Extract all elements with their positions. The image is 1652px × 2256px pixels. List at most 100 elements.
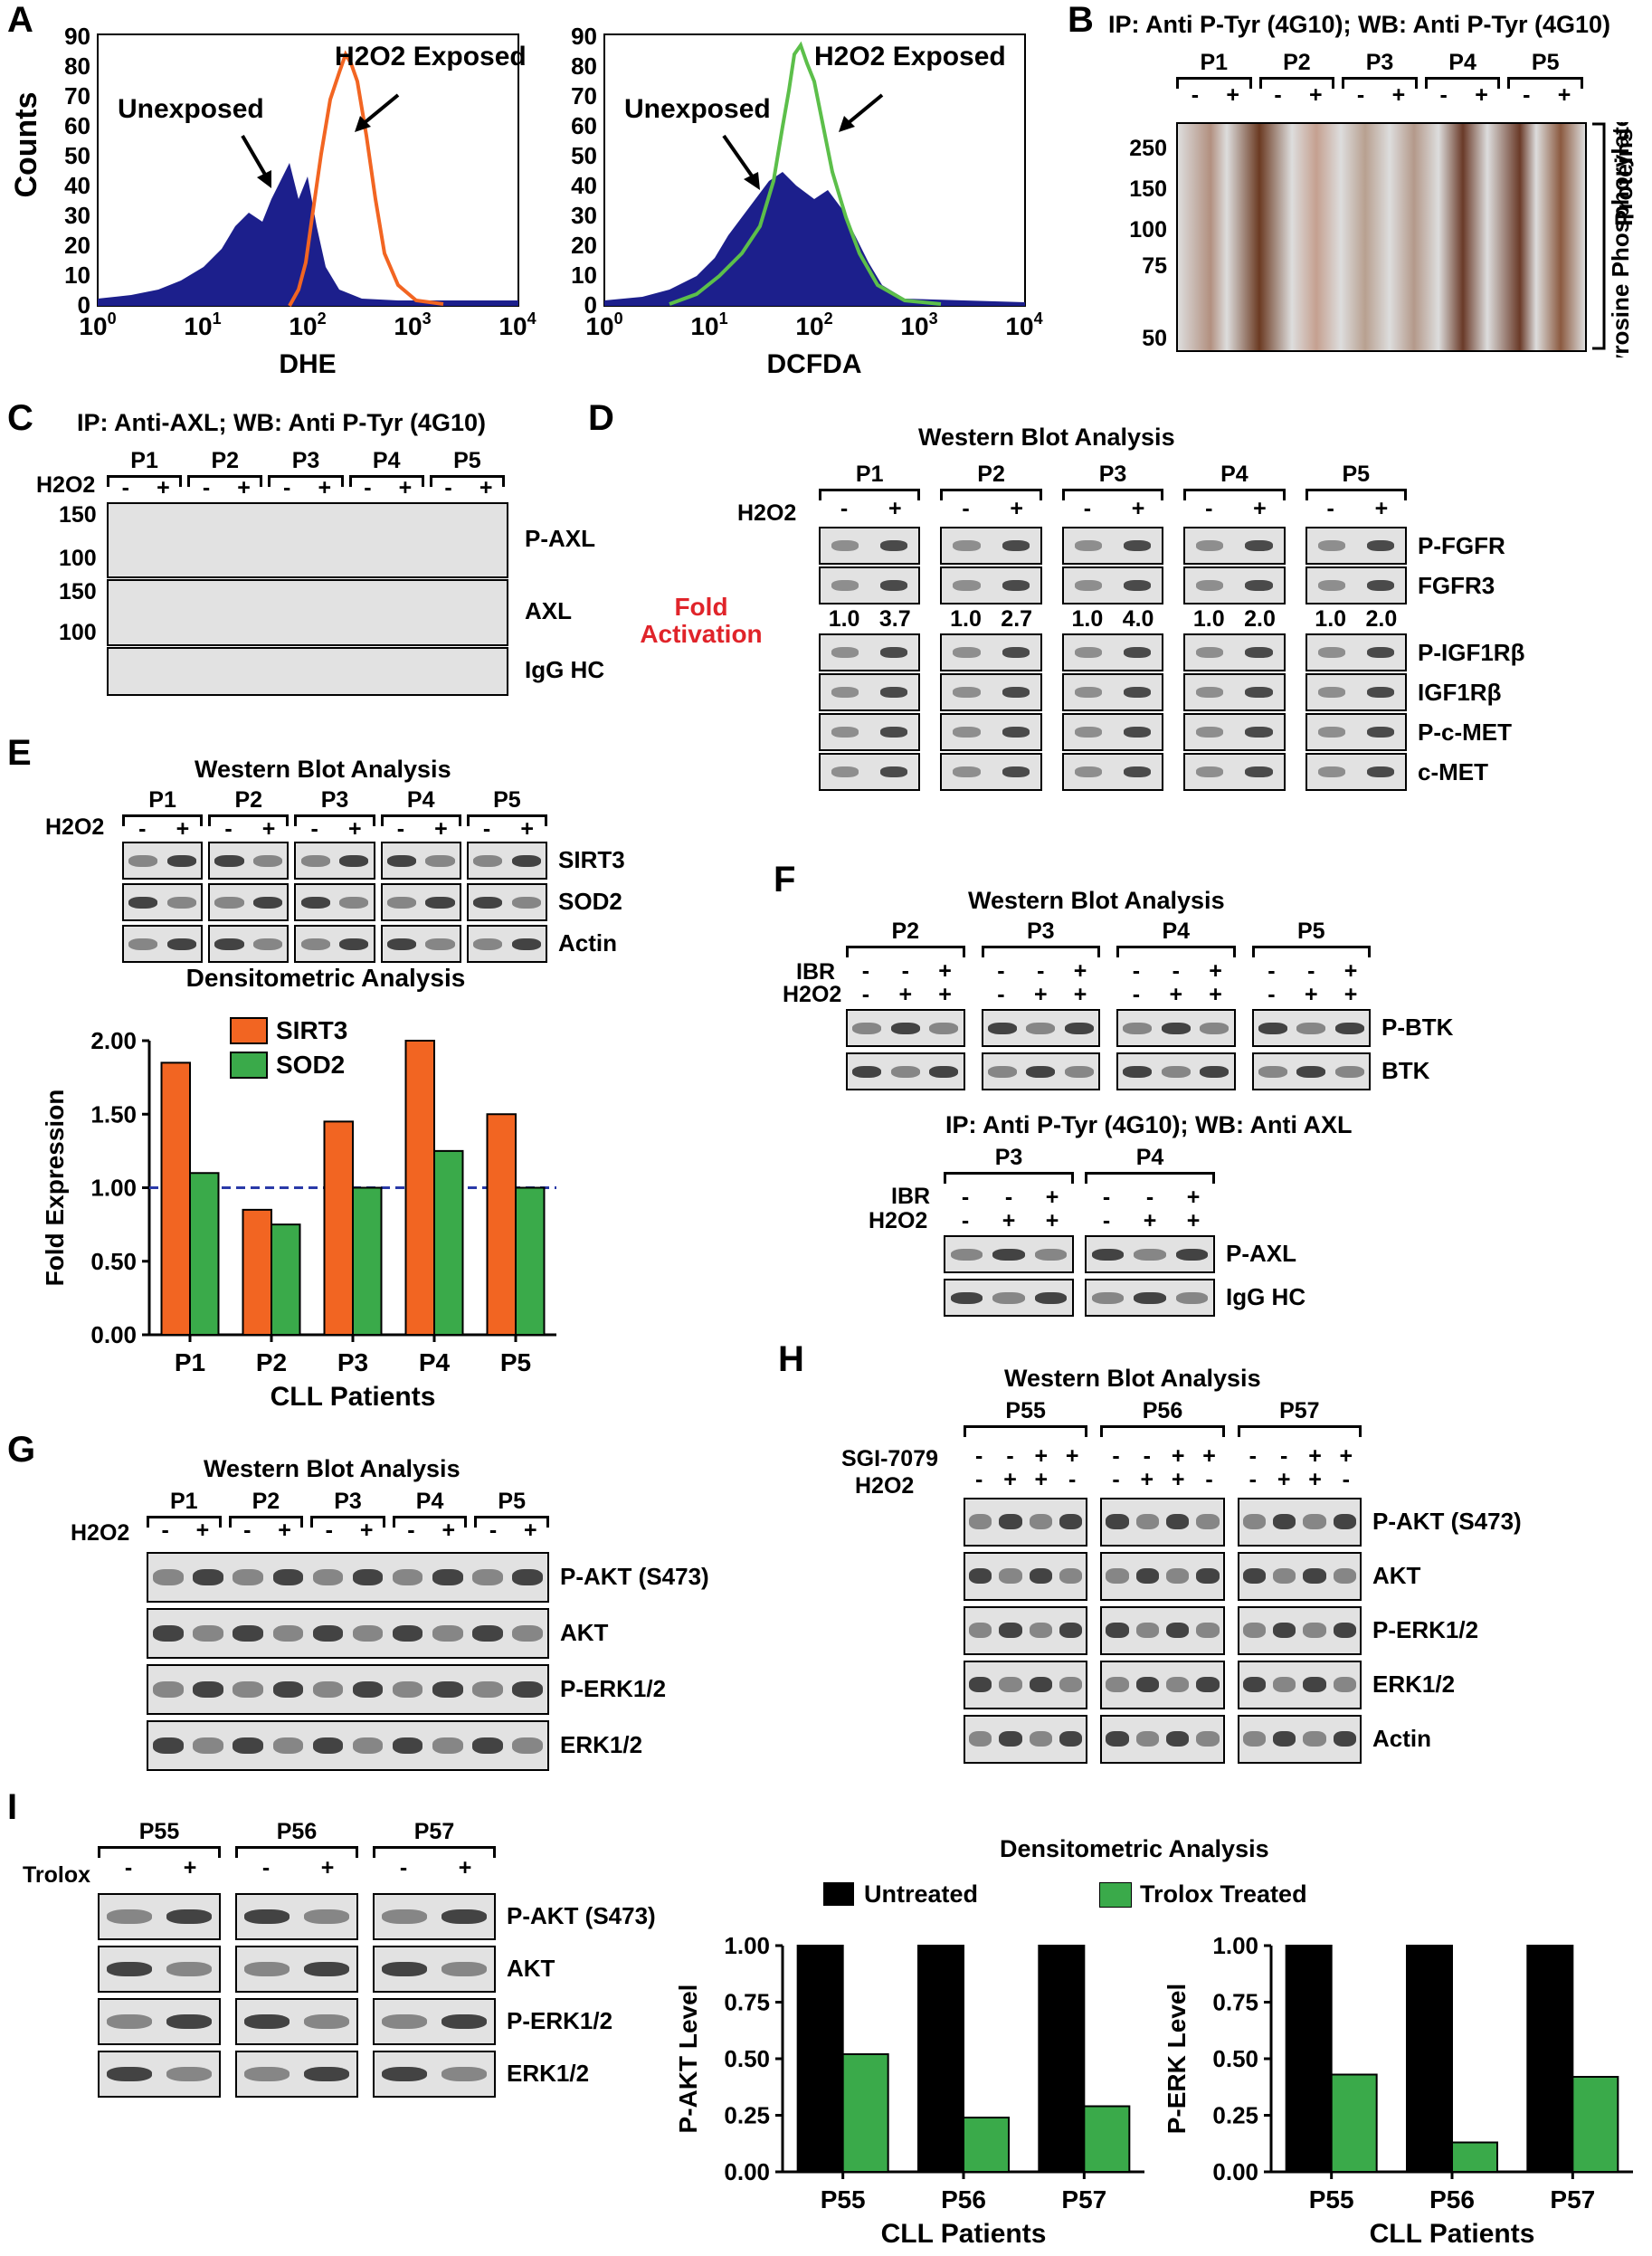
panel-b-bracket: Tyrosine Phosphorylated xyxy=(1592,122,1634,357)
row-label: c-MET xyxy=(1418,758,1488,785)
panel-e-title: Western Blot Analysis xyxy=(195,756,451,783)
lane-bracket xyxy=(981,946,1100,957)
row-label: P-AKT (S473) xyxy=(560,1563,709,1590)
blot-lane xyxy=(1183,673,1286,711)
lane-bracket xyxy=(1085,1172,1215,1184)
band xyxy=(392,1568,423,1585)
sign-label: - xyxy=(975,1443,983,1469)
blot-lane xyxy=(1061,527,1164,565)
blot-lane xyxy=(380,842,461,880)
band xyxy=(1123,580,1152,591)
band xyxy=(999,1568,1022,1585)
band xyxy=(128,938,158,951)
fold-value: 4.0 xyxy=(1122,606,1154,632)
band xyxy=(1134,1291,1166,1305)
x-tick-label: P57 xyxy=(1550,2185,1595,2213)
band xyxy=(193,1737,223,1754)
sign-label: - xyxy=(1205,1467,1213,1492)
sign-label: + xyxy=(1045,1185,1059,1210)
band xyxy=(880,647,908,658)
sign-label: - xyxy=(975,1467,983,1492)
panel-h-title: Western Blot Analysis xyxy=(1004,1365,1261,1392)
band xyxy=(1366,727,1394,738)
band xyxy=(999,1677,1022,1693)
band xyxy=(1029,1731,1052,1747)
band xyxy=(300,896,330,909)
band xyxy=(1165,1568,1190,1585)
panel-g-h2o2-label: H2O2 xyxy=(71,1520,130,1546)
band xyxy=(1002,540,1030,551)
band xyxy=(1059,1623,1083,1639)
band xyxy=(106,2066,153,2082)
sign-label: - xyxy=(283,475,291,500)
sign-label: + xyxy=(1171,1467,1185,1492)
y-tick-label: 0.75 xyxy=(724,1989,770,2016)
panel-c-row-label: AXL xyxy=(525,597,572,624)
band xyxy=(153,1624,184,1642)
band xyxy=(381,2066,428,2082)
patient-label: P56 xyxy=(1142,1398,1183,1423)
band xyxy=(1091,1291,1125,1305)
band xyxy=(1074,727,1102,738)
band xyxy=(386,896,417,909)
band xyxy=(1134,1248,1166,1261)
band xyxy=(1196,540,1224,551)
band xyxy=(1242,1514,1266,1530)
band xyxy=(1123,647,1152,658)
band xyxy=(1106,1677,1129,1693)
svg-text:70: 70 xyxy=(64,82,90,109)
band xyxy=(1106,1623,1129,1639)
band xyxy=(1303,1568,1326,1585)
band xyxy=(512,1568,543,1585)
panel-f-sub-ibr-label: IBR xyxy=(891,1184,931,1209)
svg-text:103: 103 xyxy=(900,309,937,340)
blot-lane xyxy=(294,842,375,880)
band xyxy=(106,1961,153,1977)
row-label: BTK xyxy=(1381,1057,1430,1084)
panel-i-chart-perk: 0.00 0.25 0.50 0.75 1.00 P55 P56 P57 CLL Patient… xyxy=(1163,1932,1633,2249)
band xyxy=(987,1022,1017,1035)
lane-bracket xyxy=(1176,77,1252,89)
band xyxy=(1303,1731,1326,1747)
panel-g-lane-header: P1- + P2- + P3- + P4- + P5- + xyxy=(147,1489,549,1547)
sign-label: - xyxy=(325,1518,333,1543)
bar xyxy=(1451,2141,1498,2173)
band xyxy=(339,896,369,909)
blot-lane xyxy=(1183,527,1286,565)
panel-f-blots: P-BTK BTK xyxy=(846,1009,1453,1090)
panel-f-sub-lane-header: P3- - + - + + P4- - + - + + xyxy=(944,1145,1215,1235)
sign-label: - xyxy=(961,1208,970,1233)
sign-label: + xyxy=(1308,82,1323,108)
fold-label-2: Activation xyxy=(640,620,763,648)
panel-e-h2o2-label: H2O2 xyxy=(45,814,105,840)
chart-title: Densitometric Analysis xyxy=(186,964,466,992)
sign-label: + xyxy=(1475,82,1488,108)
band xyxy=(386,854,417,868)
row-label: IGF1Rβ xyxy=(1418,679,1502,706)
blot-lane xyxy=(944,1279,1074,1317)
band xyxy=(166,1909,213,1925)
band xyxy=(1026,1022,1056,1035)
y-tick-label: 0.25 xyxy=(1212,2102,1258,2129)
blot-lane xyxy=(380,883,461,921)
band xyxy=(953,647,981,658)
band xyxy=(1317,687,1345,698)
blot-lane xyxy=(940,527,1042,565)
row-label: P-AXL xyxy=(1226,1240,1296,1267)
sign-label: + xyxy=(1169,982,1183,1007)
row-label: P-ERK1/2 xyxy=(560,1675,667,1702)
sign-label: - xyxy=(1267,958,1276,984)
x-tick-label: P55 xyxy=(1309,2185,1354,2213)
sign-label: - xyxy=(1132,958,1141,984)
bar xyxy=(486,1113,517,1336)
panel-a-histograms: Counts Unexposed H2O2 Exposed 0102030405… xyxy=(9,23,1026,317)
blot-lane xyxy=(147,1608,549,1659)
band xyxy=(300,938,330,951)
band xyxy=(252,896,283,909)
sign-label: + xyxy=(938,958,952,984)
blot-lane xyxy=(1305,713,1407,751)
band xyxy=(1074,580,1102,591)
sign-label: - xyxy=(1172,958,1180,984)
blot-lane xyxy=(1183,633,1286,671)
row-label: P-FGFR xyxy=(1418,532,1505,559)
